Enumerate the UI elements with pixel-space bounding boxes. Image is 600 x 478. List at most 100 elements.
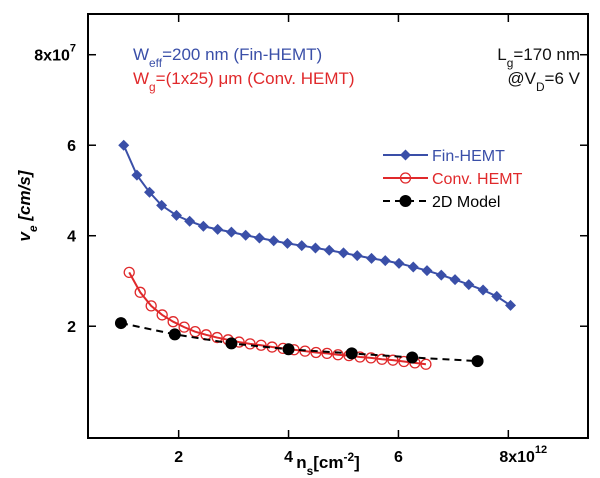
marker (134, 286, 146, 298)
x-tick-label: 6 (394, 449, 403, 466)
marker (309, 242, 321, 254)
text-part: W (133, 45, 149, 64)
y-tick-label: 4 (67, 229, 76, 246)
marker (168, 328, 181, 341)
marker (114, 317, 127, 330)
text-part: =(1x25) μm (Conv. HEMT) (156, 69, 355, 88)
text-part: D (536, 80, 545, 94)
marker (225, 226, 237, 238)
annotation: @VD=6 V (507, 69, 580, 94)
text-part: W (133, 69, 149, 88)
x-axis-label: ns[cm-2] (296, 450, 360, 478)
marker (144, 186, 156, 198)
marker (345, 347, 358, 360)
marker (123, 266, 135, 279)
legend-marker (399, 195, 412, 207)
y-tick-text: 6 (67, 138, 76, 155)
x-tick-text: 6 (394, 449, 403, 466)
marker (471, 355, 484, 368)
marker (296, 240, 308, 252)
x-tick-exponent: 12 (535, 444, 547, 456)
marker (323, 244, 335, 256)
marker (268, 235, 280, 247)
series-line (128, 271, 427, 366)
text-part: =6 V (545, 69, 581, 88)
legend-marker (399, 172, 412, 184)
y-tick-text: 4 (67, 229, 76, 246)
legend-label: Conv. HEMT (432, 171, 523, 188)
text-part: g (507, 56, 514, 70)
marker (393, 257, 405, 269)
y-tick-text: 8x10 (34, 48, 70, 65)
text-part: v (15, 230, 34, 241)
marker (170, 209, 182, 221)
x-tick-text: 8x10 (499, 449, 535, 466)
text-part: [cm/s] (15, 169, 34, 225)
text-part: e (26, 225, 40, 232)
legend-label: 2D Model (432, 194, 500, 211)
marker (321, 347, 333, 360)
marker (366, 252, 378, 264)
marker (449, 274, 461, 286)
marker (253, 232, 265, 244)
marker (225, 337, 238, 350)
y-tick-exponent: 7 (70, 43, 76, 55)
text-part: ] (354, 453, 360, 472)
marker (184, 215, 196, 227)
marker (351, 250, 363, 262)
text-part: @V (507, 69, 536, 88)
marker (477, 284, 489, 296)
text-part: g (149, 80, 156, 94)
y-tick-label: 2 (67, 319, 76, 336)
annotation: Wg=(1x25) μm (Conv. HEMT) (133, 69, 355, 94)
marker (491, 290, 503, 302)
marker (376, 353, 388, 365)
marker (197, 220, 209, 232)
y-tick-label: 8x107 (34, 43, 76, 65)
marker (299, 345, 311, 357)
marker (379, 255, 391, 267)
x-tick-label: 8x1012 (499, 444, 547, 466)
plot-frame (87, 13, 589, 439)
text-part: [cm (313, 453, 343, 472)
marker (332, 349, 344, 361)
marker (337, 247, 349, 259)
text-part: s (307, 464, 314, 478)
y-tick-text: 2 (67, 319, 76, 336)
marker (131, 169, 143, 181)
text-part: eff (149, 56, 163, 70)
text-part: =170 nm (513, 45, 580, 64)
marker (118, 139, 130, 151)
legend-label: Fin-HEMT (432, 148, 505, 165)
marker (211, 331, 223, 344)
x-tick-text: 4 (284, 449, 293, 466)
marker (178, 321, 190, 333)
text-part: n (296, 453, 306, 472)
text-part: -2 (344, 450, 355, 464)
text-part: L (497, 45, 506, 64)
marker (310, 346, 322, 359)
annotation: Weff=200 nm (Fin-HEMT) (133, 45, 322, 70)
marker (156, 309, 168, 321)
marker (212, 223, 224, 235)
marker (435, 269, 447, 281)
y-tick-label: 6 (67, 138, 76, 155)
marker (406, 351, 419, 364)
marker (156, 199, 168, 211)
text-part: =200 nm (Fin-HEMT) (162, 45, 322, 64)
legend-marker (400, 149, 411, 161)
marker (281, 237, 293, 249)
marker (420, 358, 432, 370)
marker (463, 279, 475, 291)
x-tick-text: 2 (174, 449, 183, 466)
y-axis-label: ve [cm/s] (15, 169, 40, 241)
marker (505, 299, 517, 311)
x-tick-label: 4 (284, 449, 293, 466)
marker (365, 352, 377, 364)
marker (240, 229, 252, 241)
marker (421, 265, 433, 277)
marker (167, 316, 179, 328)
annotation: Lg=170 nm (497, 45, 580, 70)
marker (145, 300, 157, 312)
